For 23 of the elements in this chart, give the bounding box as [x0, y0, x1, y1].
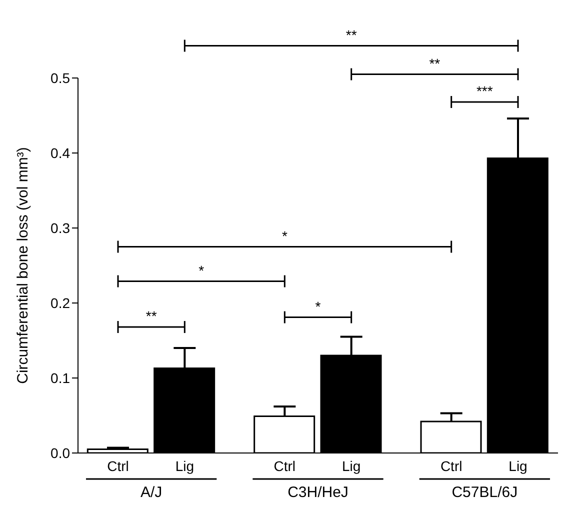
text: A/J [140, 484, 162, 501]
y-tick-label: 0.0 [50, 444, 70, 461]
y-tick-label: 0.2 [50, 294, 70, 311]
y-tick-label: 0.5 [50, 70, 70, 86]
text: ** [429, 55, 441, 72]
y-axis-title: Circumferential bone loss (vol mm³) [14, 147, 32, 384]
annotation: * [198, 262, 205, 278]
x-tick-label: Ctrl [274, 458, 296, 474]
y-tick-label: 0.4 [50, 144, 70, 161]
x-tick-label: Lig [342, 458, 361, 474]
x-tick-label: Ctrl [440, 458, 462, 474]
x-tick-label: Lig [508, 458, 528, 474]
y-tick-label: 0.3 [50, 220, 70, 236]
text: C3H/HeJ [288, 484, 348, 501]
y-tick-label: 0.1 [50, 370, 70, 386]
annotation: ** [146, 308, 158, 324]
annotation: *** [476, 83, 494, 99]
text: ** [346, 26, 358, 43]
annotation: * [282, 228, 288, 244]
text: C57BL/6J [452, 484, 518, 501]
x-tick-label: Lig [175, 458, 194, 474]
annotation: * [315, 298, 322, 314]
x-tick-label: Ctrl [107, 458, 129, 474]
